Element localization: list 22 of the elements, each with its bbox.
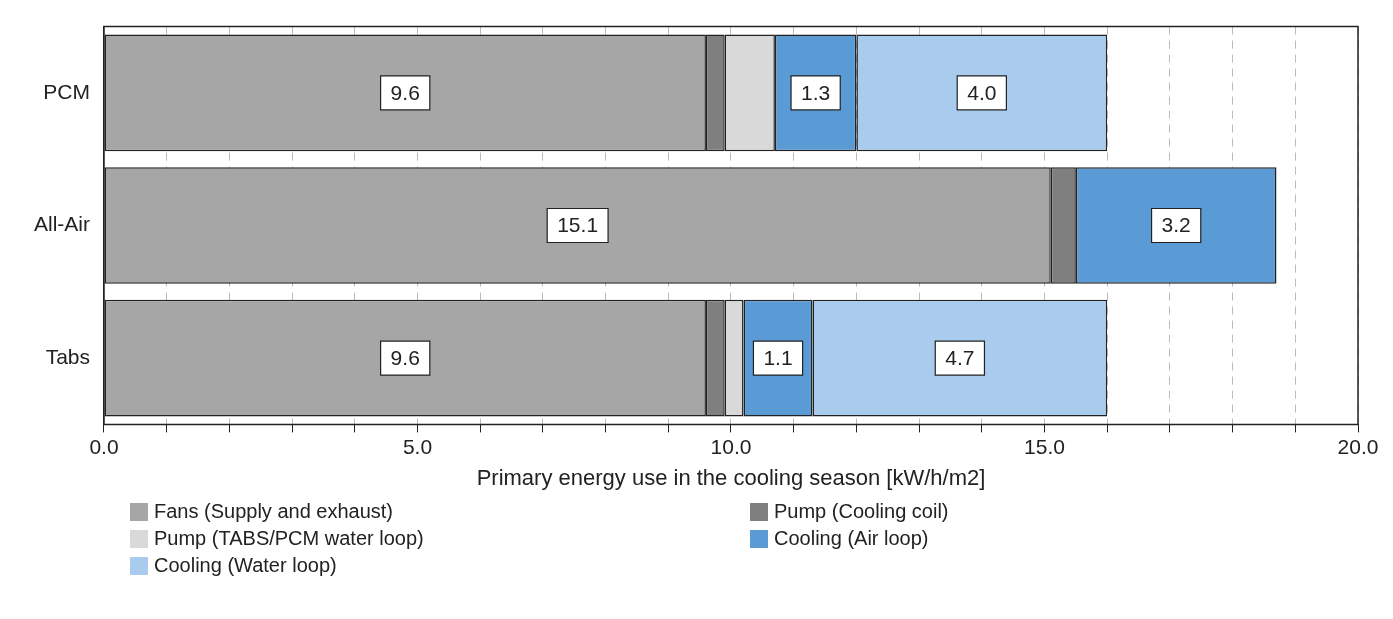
x-tick-label: 20.0 xyxy=(1337,434,1379,458)
y-tick-label: Tabs xyxy=(45,344,90,368)
x-axis-title: Primary energy use in the cooling season [kW/h/m2] xyxy=(476,464,986,490)
data-label: 15.1 xyxy=(557,213,599,237)
y-tick-label: PCM xyxy=(43,79,90,103)
x-tick-label: 5.0 xyxy=(402,434,433,458)
legend-label: Fans (Supply and exhaust) xyxy=(154,500,394,523)
x-tick-label: 0.0 xyxy=(89,434,119,458)
data-label: 1.3 xyxy=(801,80,831,104)
data-label: 4.7 xyxy=(945,345,975,369)
x-tick-label: 15.0 xyxy=(1024,434,1065,458)
y-tick-label: All-Air xyxy=(34,212,90,236)
data-label: 3.2 xyxy=(1161,213,1191,237)
data-label: 4.0 xyxy=(967,80,997,104)
x-tick-label: 10.0 xyxy=(710,434,752,458)
legend-label: Pump (TABS/PCM water loop) xyxy=(154,527,424,550)
data-label: 9.6 xyxy=(390,80,420,104)
data-label: 9.6 xyxy=(390,345,420,369)
legend-label: Cooling (Water loop) xyxy=(154,554,337,577)
legend-label: Cooling (Air loop) xyxy=(774,527,929,550)
data-label: 1.1 xyxy=(763,345,793,369)
legend-label: Pump (Cooling coil) xyxy=(774,500,949,523)
